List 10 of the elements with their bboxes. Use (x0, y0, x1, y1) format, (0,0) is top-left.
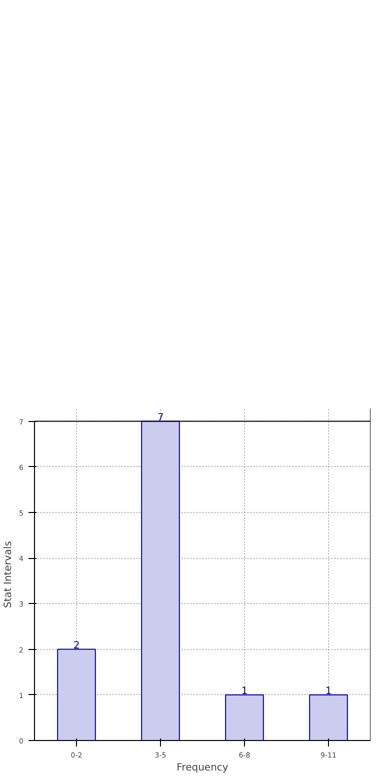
bar (309, 694, 348, 740)
x-axis-title: Frequency (176, 762, 228, 774)
data-label: 1 (325, 686, 332, 697)
data-label: 1 (241, 686, 248, 697)
data-label: 2 (73, 640, 80, 652)
y-axis-title: Stat Intervals (3, 540, 14, 608)
data-label: 7 (157, 412, 164, 424)
bar (225, 694, 264, 740)
bar (141, 420, 180, 740)
bar (57, 648, 96, 740)
